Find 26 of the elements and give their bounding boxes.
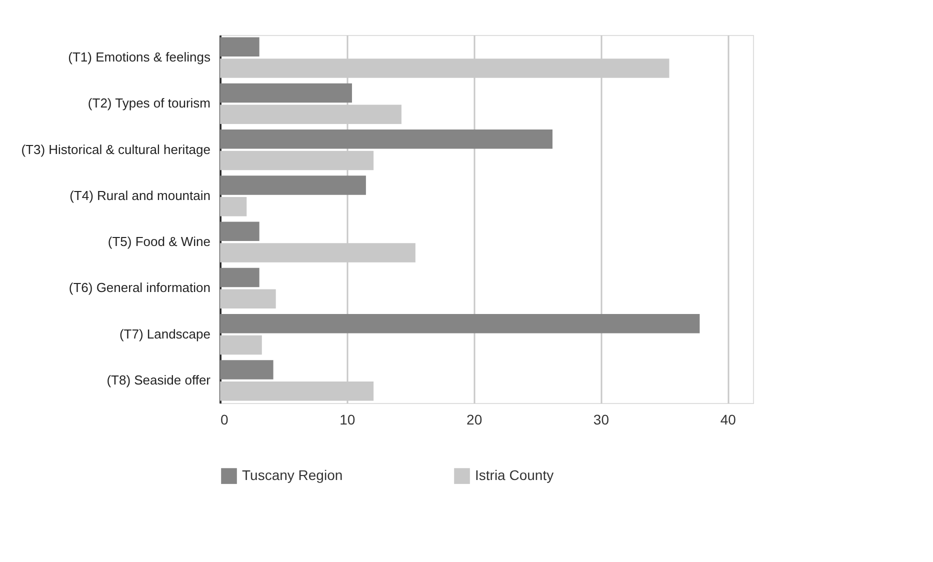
bar — [220, 314, 700, 334]
y-tick-label: (T7) Landscape — [119, 326, 210, 342]
bar — [220, 222, 260, 241]
bar — [220, 176, 366, 195]
bar — [220, 197, 247, 216]
legend-label: Tuscany Region — [242, 467, 343, 484]
x-tick-label: 30 — [593, 412, 610, 428]
bar — [220, 37, 260, 57]
x-tick-label: 10 — [340, 412, 356, 428]
y-tick-label: (T3) Historical & cultural heritage — [21, 142, 210, 157]
x-tick-label: 20 — [466, 412, 482, 428]
bar — [220, 335, 262, 355]
y-tick-label: (T4) Rural and mountain — [70, 188, 210, 203]
y-tick-label: (T1) Emotions & feelings — [68, 50, 211, 65]
bar — [220, 268, 260, 288]
y-tick-label: (T8) Seaside offer — [106, 372, 212, 388]
x-tick-label: 0 — [220, 412, 228, 428]
bar — [220, 360, 274, 380]
legend-label: Istria County — [475, 467, 554, 484]
bar — [220, 83, 352, 103]
y-tick-label: (T2) Types of tourism — [88, 96, 210, 111]
y-tick-label: (T6) General information — [68, 280, 210, 296]
bar — [220, 130, 552, 149]
bar — [220, 289, 276, 308]
x-tick-label: 40 — [720, 412, 736, 428]
y-tick-label: (T5) Food & Wine — [108, 234, 210, 250]
